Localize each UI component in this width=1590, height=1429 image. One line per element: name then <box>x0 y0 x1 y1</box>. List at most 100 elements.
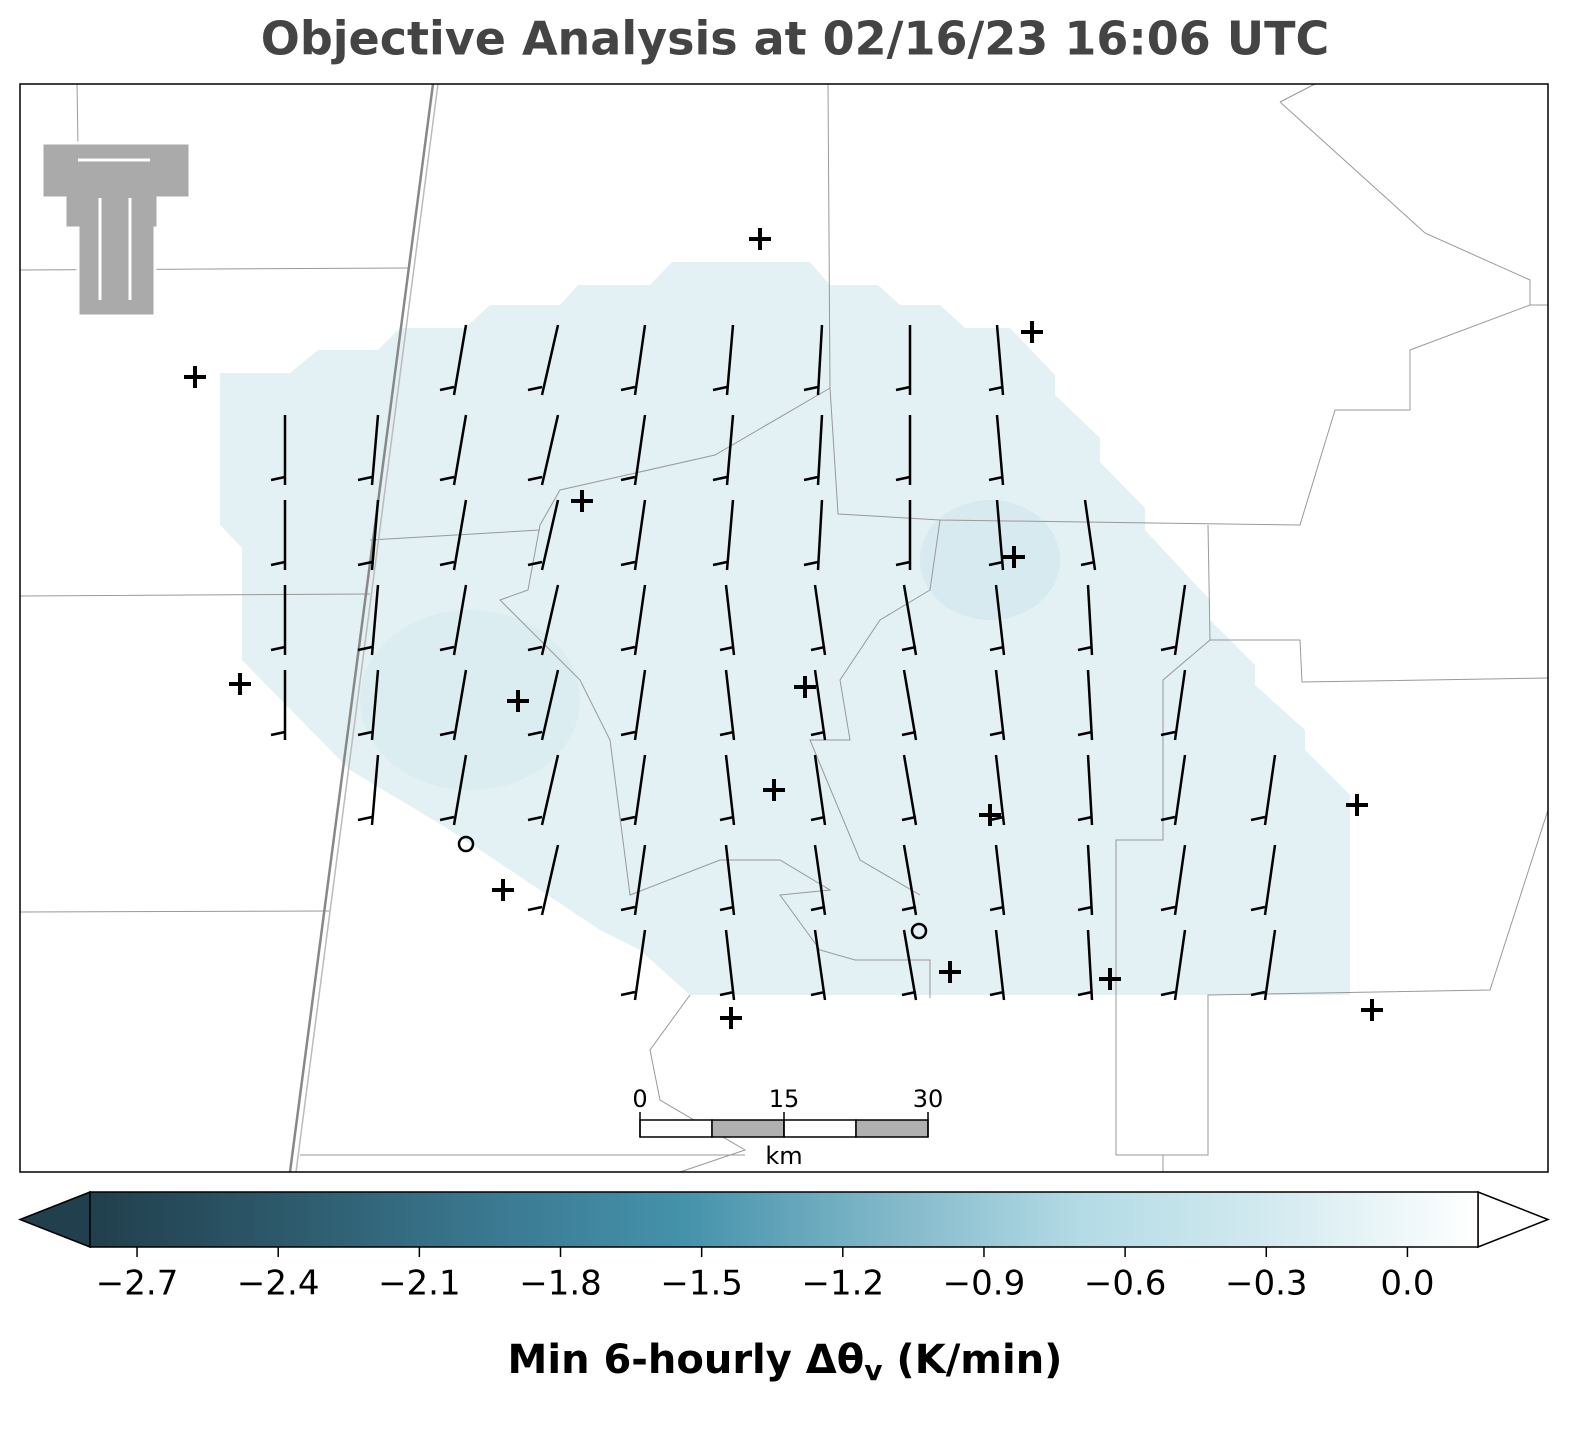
barb-flag <box>810 905 826 912</box>
barb-staff <box>994 754 1006 826</box>
extend-high <box>1477 1190 1551 1249</box>
barb-flag <box>620 905 636 912</box>
highway-line <box>295 83 439 1173</box>
highway <box>288 83 439 1173</box>
barb-flag <box>712 560 728 567</box>
barb-flag <box>988 560 1004 567</box>
barb-flag <box>527 905 543 912</box>
barb-staff <box>813 584 827 656</box>
barb-flag <box>719 815 735 822</box>
barb-flag <box>1077 990 1093 997</box>
barb-staff <box>1263 754 1277 826</box>
barb-staff <box>902 584 918 656</box>
barb-flag <box>901 645 917 652</box>
title: Objective Analysis at 02/16/23 16:06 UTC <box>261 12 1330 66</box>
barb-flag <box>439 730 455 737</box>
barb-staff <box>995 414 1005 486</box>
logo <box>40 141 192 318</box>
barb-flag <box>1077 645 1093 652</box>
barb-flag <box>527 560 543 567</box>
barb-flag <box>439 645 455 652</box>
wind-barbs <box>270 324 1277 1001</box>
barb-staff <box>1086 844 1094 916</box>
barb-flag <box>357 475 373 482</box>
barb-flag <box>988 475 1004 482</box>
barb-flag <box>719 990 735 997</box>
barb-staff <box>633 754 647 826</box>
barb-staff <box>902 754 918 826</box>
barb-flag <box>1077 905 1093 912</box>
scale-segment <box>639 1119 713 1138</box>
barb-staff <box>1086 669 1094 741</box>
barb-staff <box>1173 844 1187 916</box>
station-plus <box>229 673 251 695</box>
barb-staff <box>633 499 647 571</box>
station-plus <box>979 804 1001 826</box>
colorbar-body <box>89 1191 1479 1248</box>
barb-staff <box>540 584 560 656</box>
barb-flag <box>439 560 455 567</box>
barb-staff <box>1263 929 1277 1001</box>
barb-staff <box>813 929 827 1001</box>
barb-flag <box>719 905 735 912</box>
barb-staff <box>1173 754 1187 826</box>
colorbar-label: Min 6-hourly Δθv (K/min) <box>508 1337 1063 1387</box>
barb-flag <box>1077 815 1093 822</box>
station-plus <box>763 779 785 801</box>
station-plus <box>184 366 206 388</box>
barb-flag <box>270 475 286 482</box>
barb-staff <box>452 414 468 486</box>
barb-staff <box>540 414 560 486</box>
barb-flag <box>989 815 1005 822</box>
station-plus <box>571 490 593 512</box>
barb-flag <box>989 905 1005 912</box>
barb-staff <box>816 414 824 486</box>
barb-flag <box>620 990 636 997</box>
barb-staff <box>724 584 736 656</box>
colorbar-tick-label: −0.9 <box>943 1264 1026 1304</box>
barb-flag <box>719 645 735 652</box>
label-main: Min 6-hourly Δθ <box>508 1337 865 1383</box>
barb-flag <box>1250 815 1266 822</box>
station-plus <box>794 676 816 698</box>
barb-staff <box>633 324 647 396</box>
station-plus <box>1003 546 1025 568</box>
barb-flag <box>989 645 1005 652</box>
barb-flag <box>901 905 917 912</box>
colorbar-tick-label: −2.1 <box>378 1264 461 1304</box>
barb-staff <box>994 584 1006 656</box>
barb-staff <box>724 844 736 916</box>
barb-staff <box>725 499 735 571</box>
barb-staff <box>370 499 380 571</box>
barb-flag <box>527 385 543 392</box>
station-plus <box>1099 968 1121 990</box>
scale-tick-label: 0 <box>632 1085 647 1113</box>
barb-flag <box>810 815 826 822</box>
barb-flag <box>1160 645 1176 652</box>
barb-staff <box>1086 929 1094 1001</box>
barb-staff <box>1173 929 1187 1001</box>
barb-staff <box>813 669 827 741</box>
barb-flag <box>895 475 911 482</box>
barb-flag <box>803 560 819 567</box>
barb-flag <box>439 815 455 822</box>
barb-flag <box>895 385 911 392</box>
barb-flag <box>712 475 728 482</box>
barb-flag <box>803 385 819 392</box>
barb-staff <box>452 584 468 656</box>
barb-staff <box>724 754 736 826</box>
barb-flag <box>803 475 819 482</box>
barb-flag <box>527 730 543 737</box>
barb-staff <box>633 929 647 1001</box>
barb-staff <box>724 929 736 1001</box>
barb-flag <box>620 475 636 482</box>
barb-flag <box>989 990 1005 997</box>
barb-staff <box>452 499 468 571</box>
barb-flag <box>527 475 543 482</box>
colorbar-tick-label: −1.2 <box>802 1264 885 1304</box>
barb-flag <box>810 990 826 997</box>
colorbar-tick-label: −0.6 <box>1084 1264 1167 1304</box>
barb-staff <box>540 669 560 741</box>
station-plus <box>939 961 961 983</box>
